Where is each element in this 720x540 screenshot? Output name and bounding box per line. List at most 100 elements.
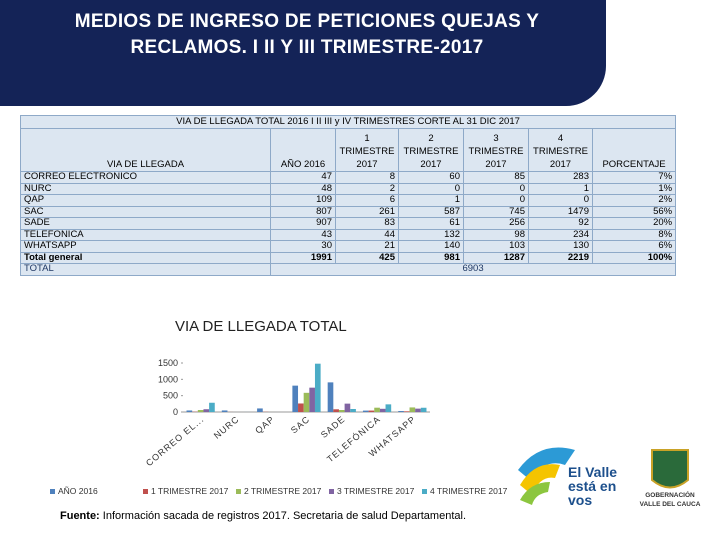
- bar: [350, 408, 356, 412]
- table-cell: 100%: [591, 251, 677, 264]
- legend-label: 2 TRIMESTRE 2017: [244, 486, 322, 496]
- table-cell: SAC: [20, 205, 271, 218]
- table-cell: 8: [335, 171, 399, 184]
- table-cell: 2219: [528, 251, 593, 264]
- logo-text: vos: [568, 492, 592, 508]
- logo-org: GOBERNACIÓN: [645, 490, 695, 499]
- table-cell: 907: [270, 217, 336, 230]
- bar: [197, 410, 204, 412]
- logo: El Valle está en vos GOBERNACIÓN VALLE D…: [518, 447, 701, 508]
- bar: [409, 407, 416, 412]
- column-header: VIA DE LLEGADA: [20, 128, 271, 172]
- x-tick-label: CORREO EL...: [144, 414, 206, 468]
- table-cell: CORREO ELECTRONICO: [20, 171, 271, 184]
- table-cell: 8%: [591, 228, 677, 241]
- table-cell: 132: [398, 228, 464, 241]
- table-cell: 745: [463, 205, 529, 218]
- slide-title: MEDIOS DE INGRESO DE PETICIONES QUEJAS Y…: [74, 11, 540, 58]
- table-cell: 21: [335, 240, 399, 253]
- x-tick-label: NURC: [212, 414, 241, 441]
- y-tick-label: 1000: [158, 374, 178, 384]
- table-row: NURC 48 2 0 0 1 1%: [20, 182, 677, 195]
- bar: [221, 410, 228, 412]
- bar: [398, 411, 404, 412]
- table-cell: 61: [398, 217, 464, 230]
- bar: [327, 382, 334, 412]
- table-cell: NURC: [20, 182, 271, 195]
- legend-swatch: [329, 489, 334, 494]
- column-header: PORCENTAJE: [591, 128, 677, 172]
- x-tick-label: SAC: [289, 414, 312, 435]
- table-cell: 109: [270, 194, 336, 207]
- bar: [186, 410, 193, 412]
- table-cell: 283: [528, 171, 593, 184]
- y-tick-label: 1500: [158, 358, 178, 368]
- column-header: 3 TRIMESTRE 2017: [463, 128, 529, 172]
- total-value: 6903: [269, 263, 677, 276]
- table-row: QAP 109 6 1 0 0 2%: [20, 194, 677, 207]
- bar: [298, 403, 304, 412]
- bar: [403, 411, 410, 412]
- footnote-text: Información sacada de registros 2017. Se…: [102, 510, 467, 522]
- table-cell: Total general: [20, 251, 271, 264]
- table-cell: 44: [335, 228, 399, 241]
- bar: [344, 403, 351, 412]
- table-cell: 7%: [591, 171, 677, 184]
- x-tick-label: SADE: [319, 414, 347, 440]
- bar: [333, 409, 339, 412]
- column-header: AÑO 2016: [270, 128, 336, 172]
- column-header: 2 TRIMESTRE 2017: [398, 128, 464, 172]
- chart-title: VIA DE LLEGADA TOTAL: [175, 318, 347, 335]
- legend-label: 3 TRIMESTRE 2017: [337, 486, 415, 496]
- bar: [257, 408, 263, 412]
- table-cell: 256: [463, 217, 529, 230]
- bar: [368, 410, 375, 412]
- table-cell: 234: [528, 228, 593, 241]
- data-table: VIA DE LLEGADA TOTAL 2016 I II III y IV …: [19, 115, 677, 276]
- logo-text: El Valle: [568, 464, 617, 480]
- column-header: 4 TRIMESTRE 2017: [528, 128, 593, 172]
- table-cell: WHATSAPP: [20, 240, 271, 253]
- table-cell: 85: [463, 171, 529, 184]
- y-tick-label: 0: [173, 407, 178, 417]
- bar: [303, 392, 310, 412]
- legend-swatch: [236, 489, 241, 494]
- table-cell: 1479: [528, 205, 593, 218]
- header-row: VIA DE LLEGADA AÑO 2016 1 TRIMESTRE 2017 2 …: [20, 128, 677, 172]
- table-cell: QAP: [20, 194, 271, 207]
- table-cell: 92: [528, 217, 593, 230]
- total-row: TOTAL 6903: [20, 263, 677, 276]
- table-cell: 807: [270, 205, 336, 218]
- x-tick-label: TELEFÓNICA: [325, 414, 382, 464]
- logo-text: está en: [568, 478, 616, 494]
- legend-swatch: [143, 489, 148, 494]
- footnote: Fuente: Información sacada de registros …: [60, 510, 466, 522]
- legend-swatch: [422, 489, 427, 494]
- table-cell: 0: [463, 182, 529, 195]
- bar: [374, 407, 380, 412]
- table-cell: 1%: [591, 182, 677, 195]
- table-cell: 587: [398, 205, 464, 218]
- bar: [420, 407, 427, 412]
- table-cell: 47: [270, 171, 336, 184]
- table-body: VIA DE LLEGADA TOTAL 2016 I II III y IV …: [19, 115, 677, 276]
- legend-label: 1 TRIMESTRE 2017: [151, 486, 229, 496]
- bar: [314, 363, 321, 412]
- table-cell: 1: [528, 182, 593, 195]
- footnote-label: Fuente:: [60, 510, 100, 522]
- legend-label: AÑO 2016: [58, 486, 98, 496]
- table-cell: 60: [398, 171, 464, 184]
- table-cell: 30: [270, 240, 336, 253]
- table-row: TELEFÓNICA 43 44 132 98 234 8%: [20, 228, 677, 241]
- table-cell: 43: [270, 228, 336, 241]
- logo-shield: [651, 449, 689, 489]
- table-cell: 6: [335, 194, 399, 207]
- table-cell: 425: [335, 251, 399, 264]
- header: MEDIOS DE INGRESO DE PETICIONES QUEJAS Y…: [0, 0, 606, 106]
- table-cell: 48: [270, 182, 336, 195]
- table-row: SAC 807 261 587 745 1479 56%: [20, 205, 677, 218]
- bar: [309, 387, 315, 412]
- bar: [362, 410, 369, 412]
- table-cell: 20%: [591, 217, 677, 230]
- table-cell: 130: [528, 240, 593, 253]
